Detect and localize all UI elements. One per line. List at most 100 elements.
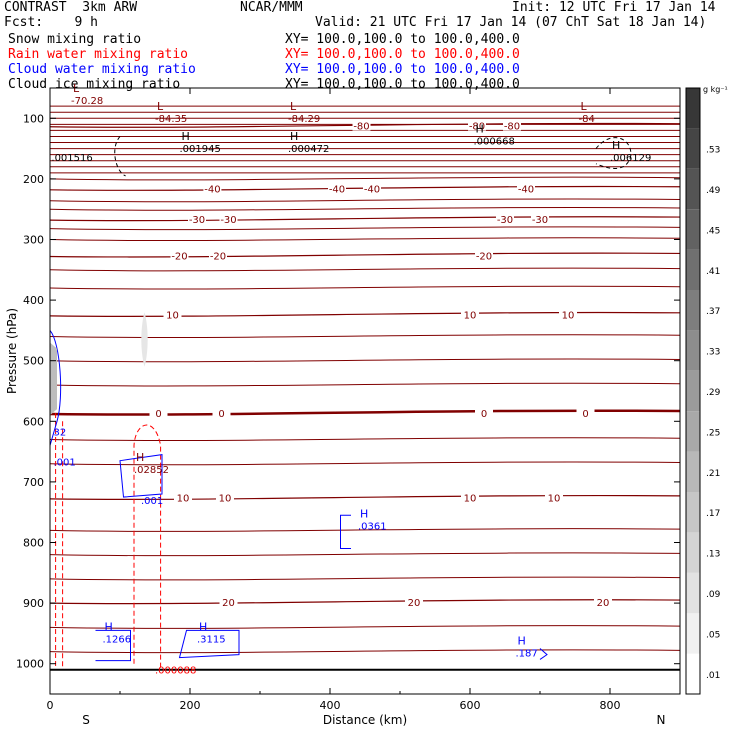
isotherm-minor (49, 528, 681, 532)
contour-label: -20 (210, 251, 226, 262)
isotherm-minor (49, 461, 681, 466)
colorbar-label: .13 (706, 550, 720, 560)
field-snow: Snow mixing ratio (8, 32, 142, 47)
contour-label: 10 (464, 311, 477, 322)
y-axis-label: Pressure (hPa) (5, 308, 19, 394)
extremum-value: -84 (579, 114, 595, 125)
contour-label-bg (475, 406, 493, 418)
cloud-water-contour (178, 629, 240, 659)
contour-label-bg (209, 249, 227, 261)
colorbar-frame (685, 87, 701, 695)
y-tick-label: 300 (23, 234, 44, 247)
x-tick-label: 400 (320, 699, 341, 712)
contour-label-bg (468, 119, 486, 131)
contour-label: 10 (177, 494, 190, 505)
isotherm-minor (49, 649, 681, 654)
contour-label-bg (174, 491, 192, 503)
colorbar-label: .33 (706, 348, 720, 358)
plot-title: CONTRAST 3km ARW (4, 0, 138, 15)
extremum-value: .001516 (51, 153, 92, 164)
colorbar-label: .37 (706, 307, 720, 317)
isotherm-minor (49, 267, 681, 272)
colorbar-segment (686, 290, 700, 331)
extremum-mark: L (290, 100, 297, 113)
cloud-ice-contour (114, 136, 126, 177)
extremum-mark: H (360, 507, 368, 520)
x-tick-label: 800 (600, 699, 621, 712)
contour-label: -30 (497, 215, 513, 226)
isotherm-minor (49, 552, 681, 557)
extremum-mark: H (476, 123, 484, 136)
cloud-water-contour (340, 514, 351, 550)
snow-shading (50, 342, 57, 416)
extremum-value: 32 (54, 427, 67, 438)
extremum-value: .001 (54, 458, 76, 469)
extremum-mark: H (105, 621, 113, 634)
extremum-mark: H (290, 130, 298, 143)
colorbar-segment (686, 370, 700, 412)
contour-label-bg (149, 406, 168, 418)
extremum-value: .001 (141, 496, 163, 507)
cloud-water-contour (49, 330, 62, 446)
colorbar-segment (686, 572, 700, 614)
colorbar-label: .29 (706, 388, 721, 398)
cloud-water-contour (95, 629, 131, 662)
x-tick-label: 600 (460, 699, 481, 712)
model-center: NCAR/MMM (240, 0, 303, 15)
isotherm-minor (49, 237, 681, 242)
colorbar-label: .01 (706, 671, 720, 681)
field-rain-xy: XY= 100.0,100.0 to 100.0,400.0 (285, 47, 520, 62)
contour-label-bg (219, 212, 238, 224)
isotherm--80 (49, 122, 681, 128)
colorbar-segment (686, 249, 700, 290)
extremum-value: .02852 (134, 465, 169, 476)
colorbar-label: .41 (706, 267, 720, 277)
contour-label-bg (212, 406, 231, 418)
isotherm-minor (49, 198, 681, 203)
colorbar-label: .17 (706, 509, 720, 519)
extremum-value: .001945 (180, 144, 221, 155)
colorbar-segment (686, 653, 700, 694)
extremum-mark: L (581, 100, 588, 113)
contour-label: -40 (329, 185, 345, 196)
y-tick-label: 700 (23, 476, 44, 489)
extremum-mark: H (518, 635, 526, 648)
colorbar-label: .09 (706, 590, 721, 600)
colorbar-label: .49 (706, 186, 721, 196)
extremum-mark: H (612, 139, 620, 152)
contour-label: 0 (582, 409, 588, 420)
colorbar-segment (686, 492, 700, 533)
rain-water-contour (55, 397, 64, 667)
colorbar-segment (686, 168, 700, 210)
y-tick-label: 600 (23, 415, 44, 428)
x-tick-label: 0 (47, 699, 54, 712)
isotherm--20 (49, 252, 681, 258)
colorbar-segment (686, 451, 700, 492)
extremum-value: .000668 (474, 137, 515, 148)
y-tick-label: 800 (23, 537, 44, 550)
forecast-hour: Fcst: 9 h (4, 15, 98, 30)
y-tick-label: 400 (23, 294, 44, 307)
isotherm-minor (49, 285, 681, 290)
isotherm-minor (49, 437, 681, 442)
contour-label-bg (594, 595, 612, 607)
isotherm--30 (49, 216, 681, 222)
contour-label-bg (475, 249, 493, 261)
colorbar-segment (686, 330, 700, 371)
valid-time: Valid: 21 UTC Fri 17 Jan 14 (07 ChT Sat … (315, 15, 707, 30)
plot-frame (49, 87, 681, 695)
contour-label: 20 (222, 598, 235, 609)
colorbar-segment (686, 613, 700, 654)
contour-label-bg (188, 212, 206, 224)
contour-label: 0 (218, 409, 224, 420)
extremum-value: .000472 (288, 144, 329, 155)
extremum-mark: H (136, 451, 144, 464)
extremum-value: .0361 (358, 521, 387, 532)
y-tick-label: 1000 (16, 658, 44, 671)
contour-label-bg (576, 406, 595, 418)
x-tick-label: 200 (180, 699, 201, 712)
north-label: N (657, 713, 666, 727)
colorbar-segment (686, 411, 700, 452)
extremum-mark: H (199, 621, 207, 634)
isotherm-minor (49, 358, 681, 363)
